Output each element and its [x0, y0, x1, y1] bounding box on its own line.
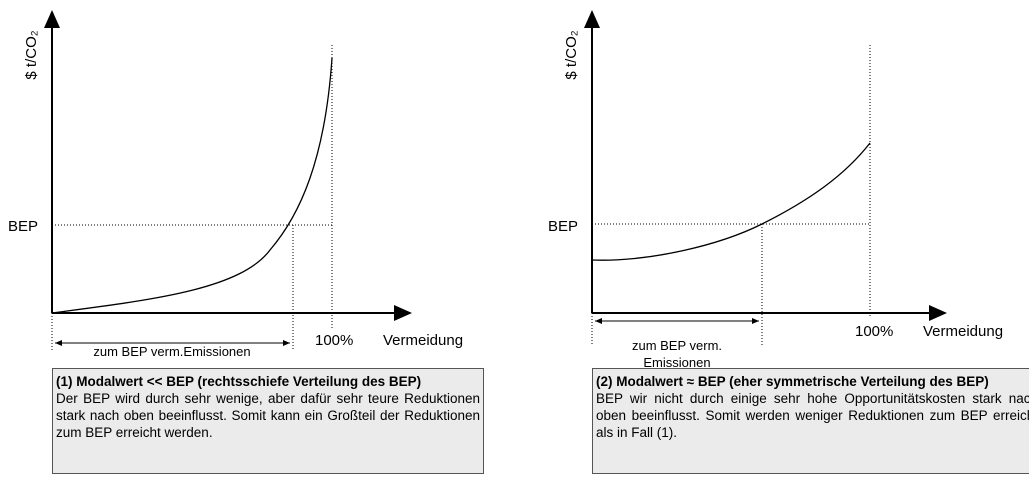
full-label: 100% [855, 323, 893, 340]
full-label: 100% [315, 332, 353, 349]
range-label: Emissionen [643, 355, 710, 370]
panel-2: $ t/CO₂ BEP zum BEP verm. Emissionen 100… [548, 10, 1003, 370]
caption-text: Der BEP wird durch sehr wenige, aber daf… [56, 391, 480, 440]
x-label: Vermeidung [383, 332, 463, 349]
bep-label: BEP [8, 218, 38, 235]
caption-title: (2) Modalwert ≈ BEP (eher symmetrische V… [596, 374, 989, 389]
bep-label: BEP [548, 218, 578, 235]
panel-1: $ t/CO₂ BEP zum BEP verm.Emissionen 100%… [8, 10, 463, 359]
y-label: $ t/CO₂ [563, 30, 580, 79]
range-label: zum BEP verm. [632, 338, 722, 353]
y-label: $ t/CO₂ [23, 30, 40, 79]
caption-box: (2) Modalwert ≈ BEP (eher symmetrische V… [592, 368, 1029, 474]
caption-title: (1) Modalwert << BEP (rechtsschiefe Vert… [56, 374, 422, 389]
curve [591, 142, 871, 261]
curve [51, 57, 333, 314]
range-label: zum BEP verm.Emissionen [93, 344, 250, 359]
caption-box: (1) Modalwert << BEP (rechtsschiefe Vert… [52, 368, 484, 474]
x-label: Vermeidung [923, 323, 1003, 340]
caption-text: BEP wir nicht durch einige sehr hohe Opp… [596, 391, 1029, 440]
